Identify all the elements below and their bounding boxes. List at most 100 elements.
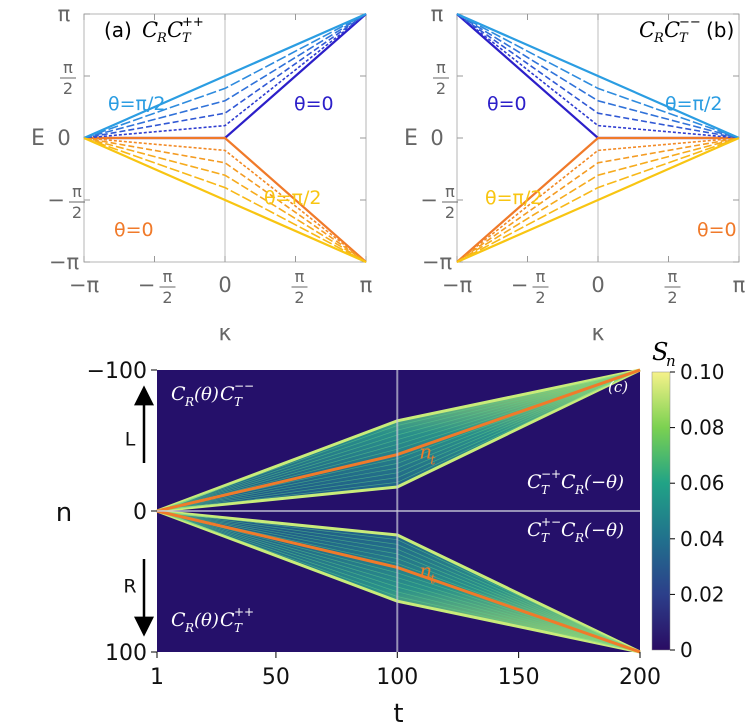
panel-b-band-lower-5: [456, 136, 740, 264]
region-label-upper-right-part: C: [527, 471, 542, 493]
nt-label: nt: [419, 440, 436, 469]
panel-b-ytick-label-minus: −: [420, 188, 438, 212]
arrow-label-L: L: [125, 429, 136, 451]
region-label-upper-right-part: R: [574, 483, 584, 497]
panel-b-ytick-label-num: π: [445, 182, 455, 201]
region-label-lower-left-part: (θ): [194, 610, 219, 631]
panel-a-xtick-label: π2: [291, 267, 308, 307]
panel-b-xtick-label-text: −π: [442, 273, 473, 297]
panel-c-xtick-label: 200: [619, 665, 661, 690]
panel-b-annotation: θ=π/2: [485, 187, 542, 209]
panel-a-title-sup2: ++: [182, 15, 204, 30]
nt-label-n: n: [419, 558, 432, 582]
panel-a-band-lower-3: [83, 137, 367, 263]
panel-a-ytick-label-text: π: [58, 2, 71, 26]
panel-a-ytick-label: −π: [49, 250, 80, 274]
panel-a-band-lower-1: [83, 137, 367, 263]
region-label-upper-left-part: R: [184, 395, 194, 409]
panel-a-xtick-label-text: π: [360, 273, 373, 297]
panel-a-title: (a) CR CT++: [104, 15, 204, 46]
panel-b-ytick-label: π2: [433, 58, 449, 98]
panel-b-ylabel: E: [404, 126, 418, 151]
panel-a-band-upper-2: [83, 13, 367, 139]
panel-a-title-sub1: R: [156, 31, 167, 46]
panel-a-annotation: θ=π/2: [108, 93, 165, 115]
panel-b-ytick-label-den: 2: [436, 79, 446, 98]
panel-b-ytick-label: − π 2: [420, 182, 458, 222]
panel-a-ytick-label: − π 2: [47, 182, 85, 222]
colorbar-tick-label: 0.04: [680, 527, 725, 551]
panel-b-ytick-label-text: 0: [430, 126, 443, 150]
panel-b-ytick-label: 0: [430, 126, 443, 150]
region-label-lower-right-part: T: [541, 531, 550, 545]
panel-b-xtick-label-text: π: [733, 273, 746, 297]
region-label-upper-left-part: C: [171, 383, 186, 405]
panel-b-band-upper-2: [456, 13, 740, 139]
panel-a-band-lower-2: [83, 137, 367, 263]
panel-b-xtick-label: π: [733, 273, 746, 297]
panel-a-xtick-label-minus: −: [138, 273, 156, 297]
panel-a-ytick-label-num: π: [63, 58, 73, 77]
panel-a-xtick-label: π: [360, 273, 373, 297]
panel-a-ytick-label: 0: [57, 126, 70, 150]
panel-b-band-lower-3: [456, 137, 740, 263]
colorbar-tick-label: 0.06: [680, 471, 725, 495]
panel-a-band-upper-5: [83, 12, 367, 140]
panel-c-xtick-label: 50: [262, 665, 290, 690]
region-label-upper-right-part: C: [561, 471, 576, 493]
panel-b-title-sub2: T: [679, 31, 689, 46]
region-label-lower-left-part: R: [184, 621, 194, 635]
colorbar-tick-label: 0.10: [680, 360, 725, 384]
panel-b-xtick-label-den: 2: [667, 288, 677, 307]
region-label-upper-right-sup: −+: [541, 467, 561, 481]
region-label-lower-right-part: R: [574, 531, 584, 545]
region-label-upper-right-part: (−θ): [584, 472, 624, 493]
panel-a-xtick-label: −π: [69, 273, 100, 297]
region-label-upper-left: C R (θ) C −−T: [171, 379, 254, 409]
panel-b-xtick-label: π2: [664, 267, 681, 307]
panel-a-ylabel: E: [31, 126, 45, 151]
panel-b-annotation: θ=0: [487, 93, 527, 115]
panel-b-ytick-label: π: [431, 2, 444, 26]
nt-label: nt: [419, 558, 436, 587]
panel-b-band-lower-0: [456, 136, 739, 263]
panel-a-title-c1: C: [142, 18, 158, 42]
panel-b-xtick-label-text: 0: [591, 273, 604, 297]
panel-b-xtick-label-num: π: [536, 267, 546, 286]
panel-a-ytick-label-text: 0: [57, 126, 70, 150]
panel-b-ytick-label-den: 2: [445, 203, 455, 222]
panel-a-xtick-label: − π 2: [138, 267, 176, 307]
panel-b-band-lower-4: [456, 137, 740, 263]
region-label-lower-left-part: C: [171, 609, 186, 631]
panel-b-band-lower-2: [456, 137, 740, 263]
region-label-lower-right-sup: +−: [541, 515, 561, 529]
panel-c-ytick-label: −100: [87, 359, 147, 384]
panel-a-ytick-label: π2: [60, 58, 76, 98]
panel-b-band-upper-4: [456, 13, 740, 139]
panel-b-xtick-label: −π: [442, 273, 473, 297]
region-label-lower-right-part: C: [561, 519, 576, 541]
colorbar-tick-label: 0.02: [680, 582, 725, 606]
region-label-lower-right: C +−T C R (−θ): [527, 515, 624, 545]
colorbar-label: Sn: [652, 338, 676, 370]
panel-c-ytick-label: 100: [105, 641, 147, 666]
region-label-lower-left-part: C: [220, 609, 235, 631]
panel-a-band-upper-3: [83, 13, 367, 139]
panel-a-xtick-label-den: 2: [294, 288, 304, 307]
region-label-upper-right: C −+T C R (−θ): [527, 467, 624, 497]
panel-b-ytick-label-text: π: [431, 2, 444, 26]
panel-a-xtick-label-num: π: [295, 267, 305, 286]
panel-a-label: (a): [104, 18, 132, 42]
panel-c-xlabel: t: [393, 699, 403, 724]
panel-c-xtick-label: 100: [376, 665, 418, 690]
panel-c-xtick-label: 150: [498, 665, 540, 690]
panel-c-xtick-label: 1: [150, 665, 164, 690]
colorbar-tick-label: 0.08: [680, 416, 725, 440]
panel-b-xtick-label-num: π: [668, 267, 678, 286]
panel-a-band-upper-1: [83, 13, 367, 139]
panel-a-xtick-label-text: −π: [69, 273, 100, 297]
panel-b-band-upper-5: [456, 12, 740, 140]
region-label-upper-left-part: C: [220, 383, 235, 405]
